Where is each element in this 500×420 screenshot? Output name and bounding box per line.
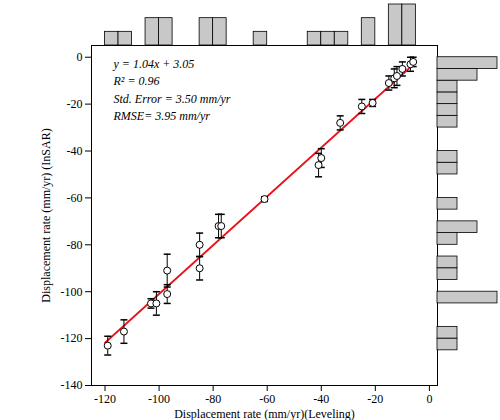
svg-text:-40: -40 bbox=[313, 392, 329, 406]
svg-text:-20: -20 bbox=[67, 97, 83, 111]
svg-text:-60: -60 bbox=[259, 392, 275, 406]
svg-text:-60: -60 bbox=[67, 191, 83, 205]
svg-text:-120: -120 bbox=[94, 392, 116, 406]
svg-text:-80: -80 bbox=[205, 392, 221, 406]
svg-text:Displacement rate (mm/yr)(Leve: Displacement rate (mm/yr)(Leveling) bbox=[174, 407, 355, 420]
svg-text:y = 1.04x + 3.05R² = 0.96Std.: y = 1.04x + 3.05R² = 0.96Std. Error = 3.… bbox=[113, 57, 231, 123]
svg-text:-40: -40 bbox=[67, 144, 83, 158]
svg-text:0: 0 bbox=[77, 50, 83, 64]
svg-text:Displacement rate (mm/yr) (InS: Displacement rate (mm/yr) (InSAR) bbox=[39, 128, 53, 302]
svg-text:-140: -140 bbox=[61, 378, 83, 392]
svg-text:-120: -120 bbox=[61, 331, 83, 345]
svg-text:-80: -80 bbox=[67, 238, 83, 252]
svg-text:0: 0 bbox=[426, 392, 432, 406]
svg-text:-100: -100 bbox=[148, 392, 170, 406]
svg-text:-100: -100 bbox=[61, 285, 83, 299]
svg-text:-20: -20 bbox=[367, 392, 383, 406]
